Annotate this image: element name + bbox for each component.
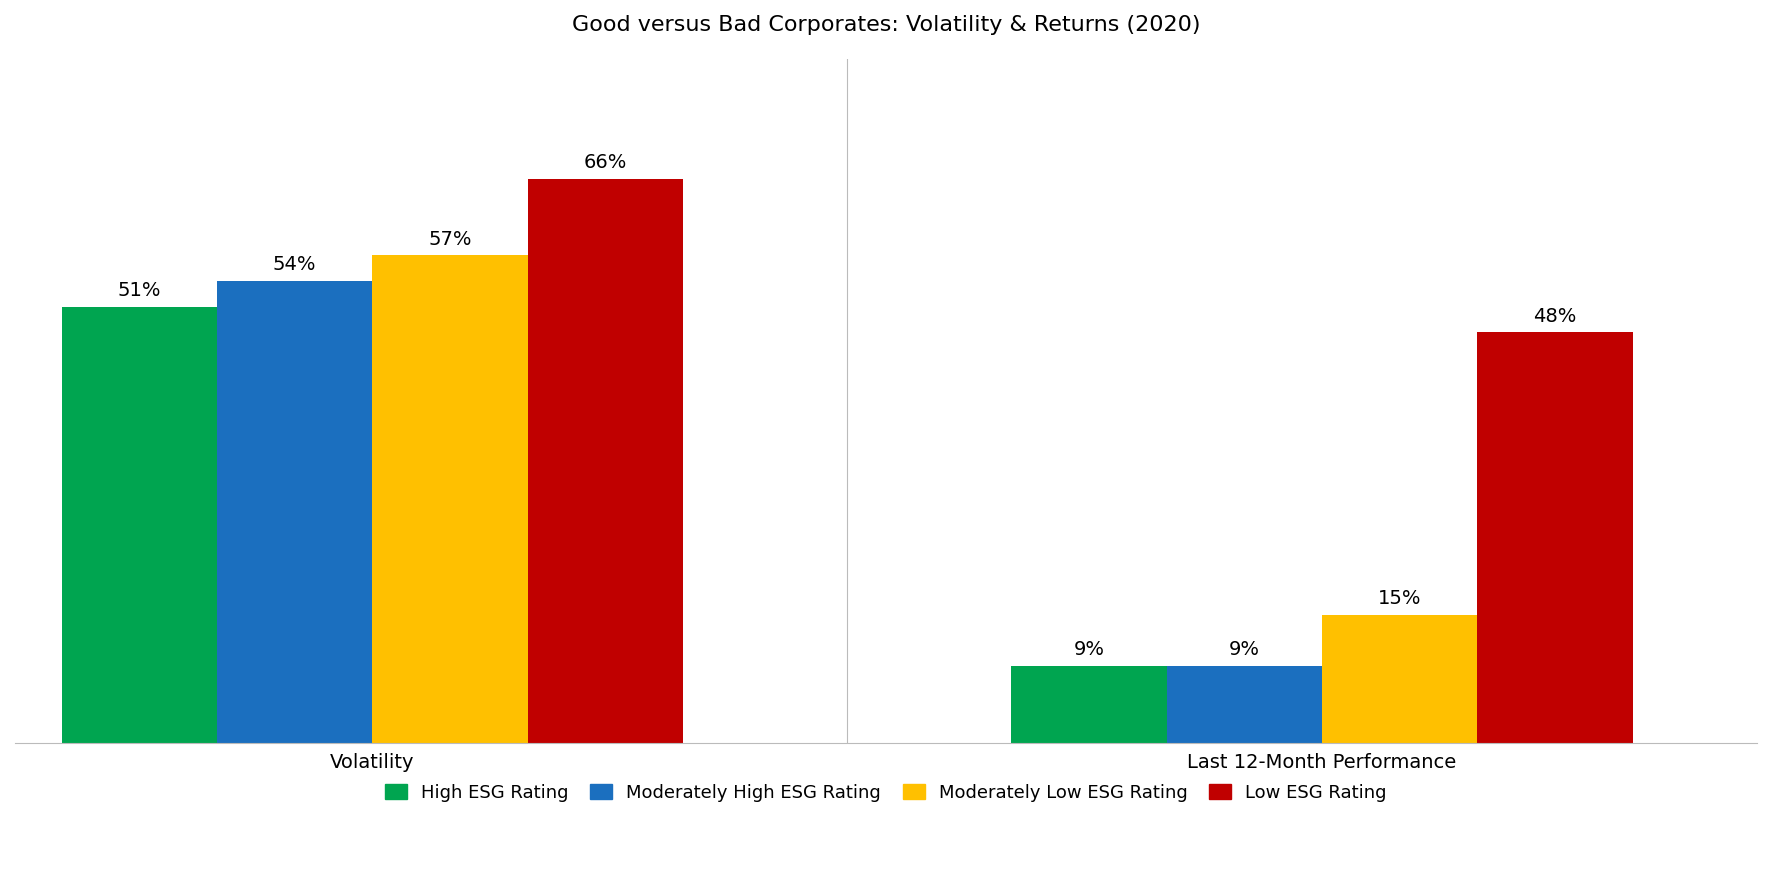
Text: 48%: 48% bbox=[1533, 307, 1577, 326]
Text: 57%: 57% bbox=[429, 229, 471, 249]
Bar bbox=[528, 178, 684, 743]
Text: 9%: 9% bbox=[1228, 641, 1260, 659]
Bar bbox=[216, 281, 372, 743]
Title: Good versus Bad Corporates: Volatility & Returns (2020): Good versus Bad Corporates: Volatility &… bbox=[572, 15, 1200, 35]
Text: 66%: 66% bbox=[583, 152, 627, 172]
Text: 15%: 15% bbox=[1379, 589, 1421, 608]
Bar bbox=[372, 255, 528, 743]
Legend: High ESG Rating, Moderately High ESG Rating, Moderately Low ESG Rating, Low ESG : High ESG Rating, Moderately High ESG Rat… bbox=[377, 777, 1395, 809]
Bar bbox=[1166, 666, 1322, 743]
Text: 9%: 9% bbox=[1074, 641, 1104, 659]
Text: 51%: 51% bbox=[117, 281, 161, 300]
Bar bbox=[1322, 615, 1478, 743]
Bar bbox=[62, 307, 216, 743]
Bar bbox=[1012, 666, 1166, 743]
Text: 54%: 54% bbox=[273, 255, 317, 275]
Bar bbox=[1478, 332, 1632, 743]
